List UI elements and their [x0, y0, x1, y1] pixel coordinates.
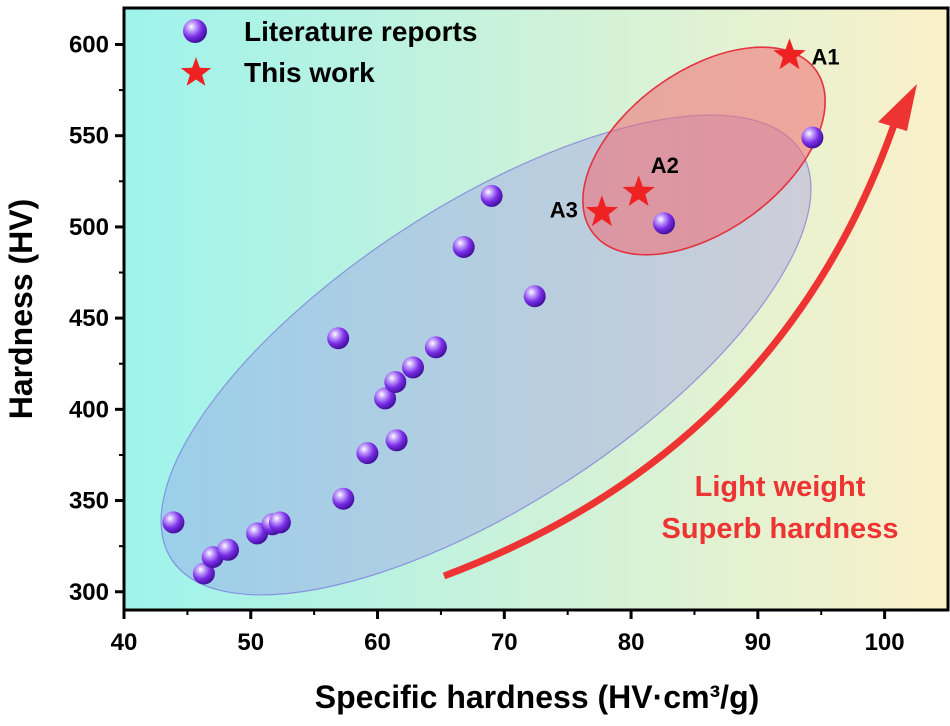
- y-tick-label: 500: [69, 214, 109, 241]
- literature-point: [653, 212, 675, 235]
- legend: Literature reports This work: [180, 16, 477, 88]
- y-tick-label: 300: [69, 579, 109, 606]
- point-label-a3: A3: [550, 197, 578, 222]
- literature-point: [192, 562, 215, 585]
- x-tick-label: 80: [618, 629, 645, 656]
- literature-point: [424, 336, 447, 359]
- literature-point: [374, 387, 397, 410]
- literature-point: [332, 487, 355, 510]
- annotation-line2: Superb hardness: [662, 513, 899, 545]
- legend-this-work-label: This work: [244, 57, 375, 88]
- literature-point: [801, 126, 824, 149]
- y-tick-label: 550: [69, 123, 109, 150]
- this-work-region: [582, 46, 826, 256]
- x-tick-label: 40: [111, 629, 138, 656]
- this-work-point: [773, 38, 806, 70]
- x-axis-title: Specific hardness (HV·cm³/g): [315, 679, 760, 715]
- literature-point: [402, 356, 424, 379]
- literature-point: [356, 442, 379, 465]
- annotation-line1: Light weight: [695, 471, 866, 503]
- this-work-point: [585, 195, 619, 227]
- literature-point: [385, 429, 408, 452]
- literature-point: [268, 511, 291, 534]
- literature-point: [480, 184, 503, 207]
- literature-point: [452, 236, 475, 258]
- y-axis-title: Hardness (HV): [3, 199, 39, 420]
- x-tick-label: 50: [237, 629, 264, 656]
- trend-arrow: [442, 84, 917, 580]
- point-label-a1: A1: [812, 44, 840, 69]
- y-tick-label: 400: [69, 396, 109, 423]
- plot-frame: [122, 6, 950, 612]
- x-tick-label: 100: [865, 629, 905, 656]
- literature-point: [327, 327, 350, 350]
- point-label-a2: A2: [651, 153, 679, 178]
- x-tick-label: 90: [744, 629, 771, 656]
- this-work-point: [622, 175, 655, 206]
- x-tick-label: 60: [364, 629, 391, 656]
- literature-point: [162, 511, 185, 534]
- y-tick-label: 600: [69, 31, 109, 58]
- literature-point: [217, 538, 239, 561]
- y-tick-label: 450: [69, 305, 109, 332]
- literature-point: [384, 371, 407, 393]
- y-tick-label: 350: [69, 488, 109, 515]
- legend-star-marker: [180, 57, 212, 86]
- legend-literature-label: Literature reports: [244, 16, 477, 47]
- x-tick-label: 70: [491, 629, 518, 656]
- literature-point: [523, 285, 546, 308]
- legend-sphere-marker: [183, 19, 207, 43]
